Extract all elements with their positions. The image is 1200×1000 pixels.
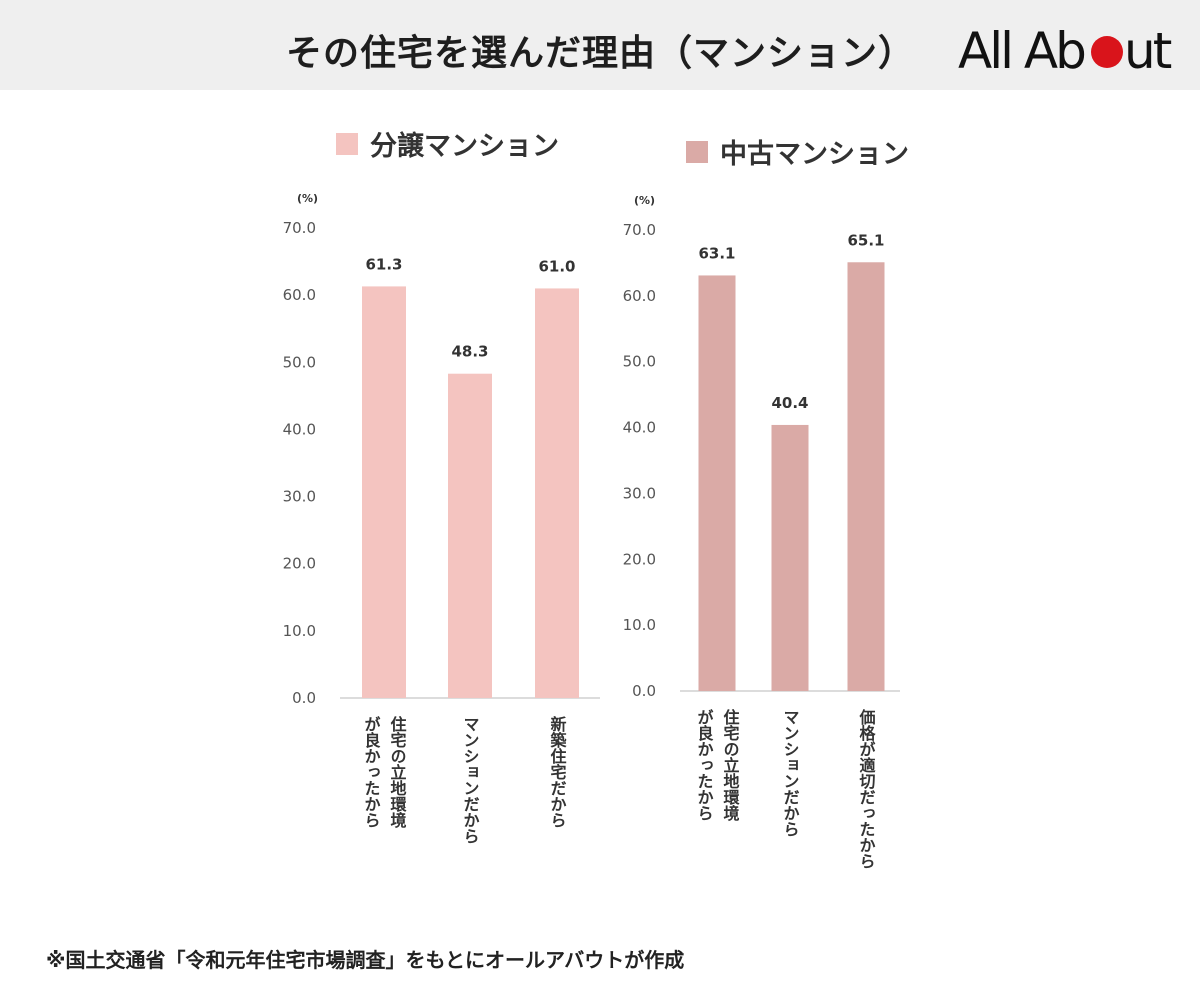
legend-swatch-bunjo: [336, 132, 358, 155]
y-tick-label: 10.0: [283, 622, 316, 640]
bar-charts: (%) 70.0 60.0 50.0 40.0 30.0 20.0 10.0 0.0 61.3 住宅…: [283, 192, 900, 869]
y-tick-label: 20.0: [283, 555, 316, 573]
y-tick-label: 30.0: [283, 488, 316, 506]
footnote: ※国土交通省「令和元年住宅市場調査」をもとにオールアバウトが作成: [46, 948, 685, 972]
data-label: 65.1: [847, 231, 884, 249]
bar: [771, 424, 809, 691]
y-tick-label: 70.0: [283, 219, 316, 237]
y-tick-label: 60.0: [283, 286, 316, 304]
y-tick-label: 50.0: [623, 353, 656, 371]
page-title: その住宅を選んだ理由（マンション）: [285, 33, 915, 74]
y-tick-label: 40.0: [283, 420, 316, 438]
bar: [698, 275, 736, 691]
legend-chuko: 中古マンション: [686, 132, 909, 171]
y-tick-label: 70.0: [623, 221, 656, 239]
category-label: が良かったから: [362, 715, 381, 828]
y-tick-label: 20.0: [623, 550, 656, 568]
category-label: 価格が適切だったから: [857, 708, 877, 869]
legend-label-chuko: 中古マンション: [720, 139, 909, 170]
allabout-logo: All Ab ut: [958, 22, 1175, 80]
legend-bunjo: 分譲マンション: [336, 124, 559, 163]
legend-swatch-chuko: [686, 140, 708, 163]
header-bar: その住宅を選んだ理由（マンション） All Ab ut: [0, 0, 1200, 90]
logo-text: All Ab: [958, 22, 1084, 80]
category-label: マンションだから: [781, 709, 800, 837]
data-label: 48.3: [451, 343, 488, 361]
category-label: が良かったから: [695, 708, 714, 821]
data-label: 63.1: [698, 244, 735, 262]
category-label: マンションだから: [461, 716, 480, 844]
bar: [535, 288, 579, 698]
data-label: 61.0: [538, 257, 575, 275]
y-unit-label: (%): [634, 194, 655, 207]
bar: [362, 286, 406, 698]
y-tick-label: 40.0: [623, 419, 656, 437]
data-label: 40.4: [771, 394, 808, 412]
bar: [448, 373, 492, 698]
y-tick-label: 60.0: [623, 287, 656, 305]
category-label: 住宅の立地環境: [388, 715, 407, 829]
y-tick-label: 30.0: [623, 484, 656, 502]
y-tick-label: 50.0: [283, 353, 316, 371]
category-label: 住宅の立地環境: [721, 708, 740, 822]
y-tick-label: 0.0: [292, 689, 316, 707]
y-unit-label: (%): [297, 192, 318, 205]
logo-text-end: ut: [1124, 22, 1172, 80]
y-tick-label: 0.0: [632, 682, 656, 700]
legend-label-bunjo: 分譲マンション: [370, 131, 559, 162]
logo-dot-icon: [1091, 36, 1123, 68]
y-tick-label: 10.0: [623, 616, 656, 634]
category-label: 新築住宅だから: [548, 715, 568, 828]
data-label: 61.3: [365, 255, 402, 273]
bar: [847, 262, 885, 691]
